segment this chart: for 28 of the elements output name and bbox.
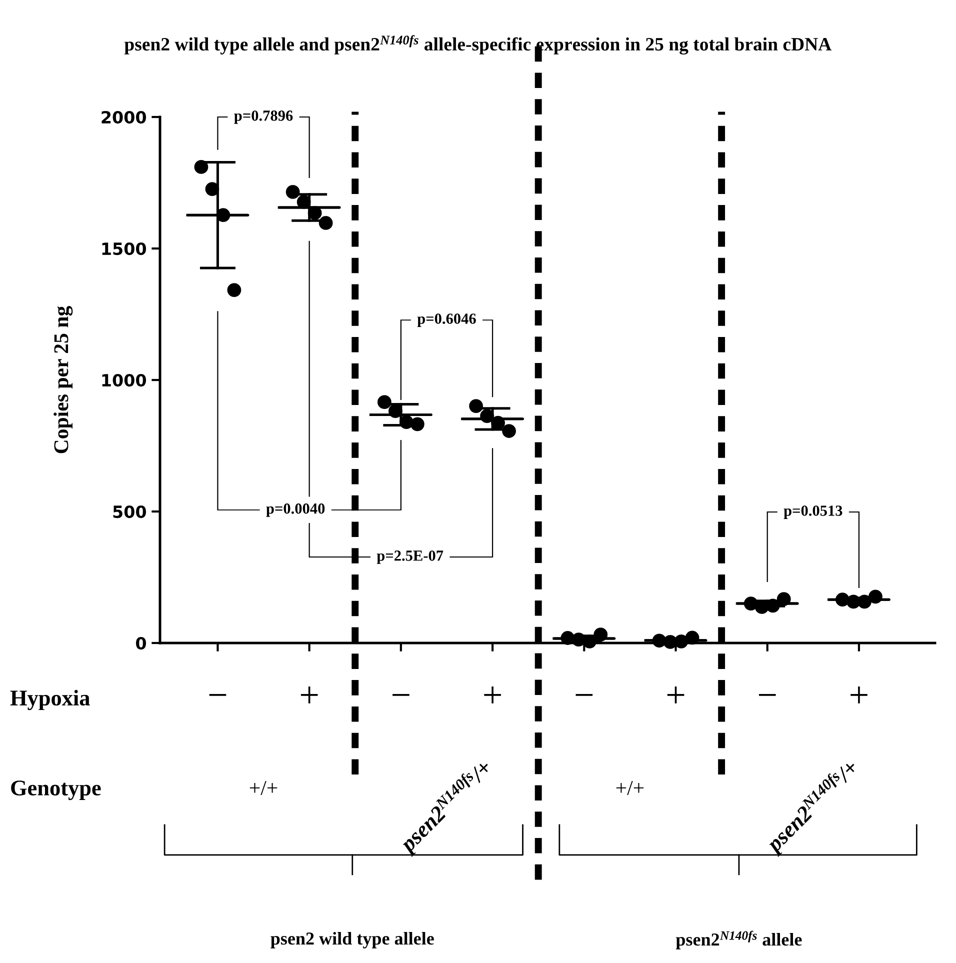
text: psen2$^{N140fs}$/+ — [762, 756, 862, 858]
x-tick-label: − — [576, 694, 593, 696]
x-tick-label: + — [667, 686, 684, 704]
text: +/+ — [616, 781, 644, 795]
x-tick-label: + — [300, 686, 318, 704]
text: +/+ — [250, 781, 278, 795]
text: Hypoxia — [10, 690, 90, 710]
x-tick-label: + — [850, 686, 868, 704]
x-tick-label: − — [392, 694, 410, 696]
y-tick-label: 2000 — [102, 110, 146, 124]
y-tick-label: 1500 — [102, 242, 146, 256]
y-tick-label: 500 — [113, 505, 146, 518]
chart-title: psen2 wild type allele and psen2$^{N140fs}$ allele-specific expression in 25 ng total brain cDNA — [124, 35, 832, 55]
text: Genotype — [11, 780, 101, 800]
text: psen2 wild type allele — [270, 932, 434, 948]
y-tick-label: 1000 — [102, 374, 146, 387]
annotation: p=0.6046 — [417, 314, 476, 327]
x-tick-label: − — [209, 694, 226, 696]
x-tick-label: + — [484, 686, 501, 704]
annotation: p=2.5E-07 — [376, 550, 444, 564]
x-tick-label: − — [758, 694, 776, 696]
annotation: p=0.7896 — [234, 110, 293, 124]
text: psen2$^{N140fs}$/+ — [396, 756, 496, 858]
y-tick-label: 0 — [136, 636, 146, 650]
annotation: p=0.0513 — [784, 506, 842, 519]
y-axis-title: Copies per 25 ng — [54, 306, 73, 454]
annotation: p=0.0040 — [266, 503, 325, 517]
text: psen2$^{N140fs}$ allele — [676, 930, 802, 950]
